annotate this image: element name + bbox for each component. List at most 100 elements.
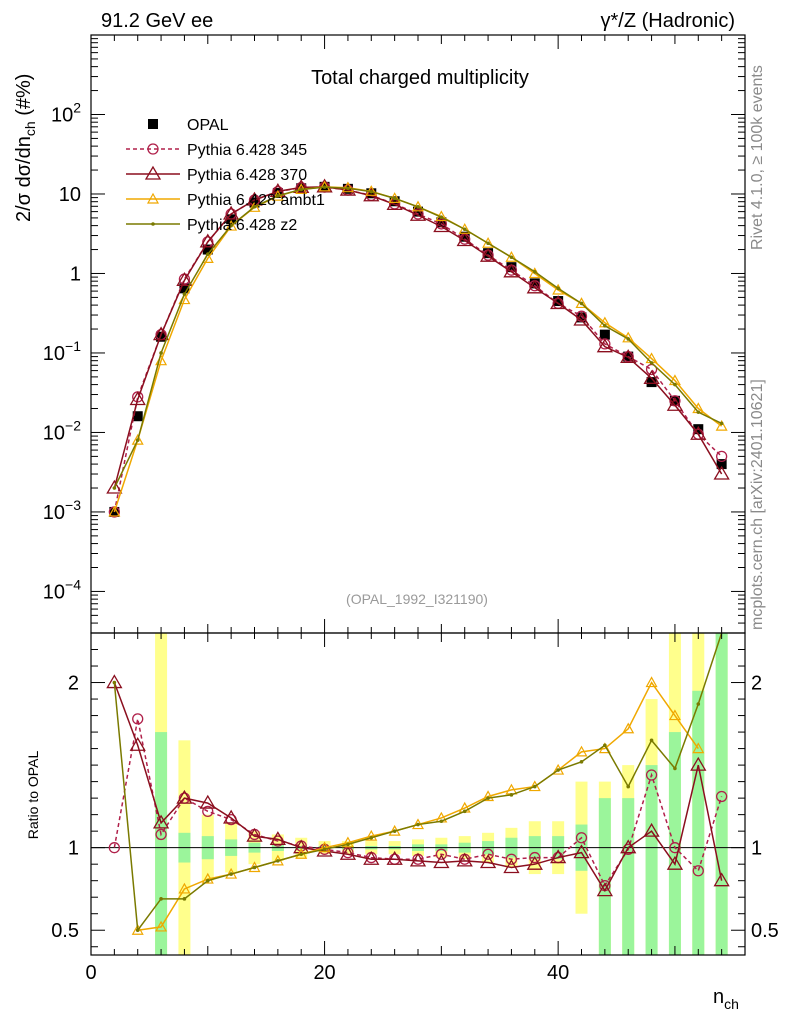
band-green-n44 bbox=[598, 798, 611, 955]
point-z2-n20 bbox=[322, 185, 327, 189]
legend-marker-z2 bbox=[151, 222, 155, 226]
point-z2-n12 bbox=[229, 223, 233, 228]
ratio-point-ambt1-n6 bbox=[155, 920, 168, 932]
line-ambt1 bbox=[113, 186, 723, 513]
point-p370-n42 bbox=[573, 311, 590, 326]
point-z2-n16 bbox=[276, 193, 280, 198]
legend-marker-opal bbox=[148, 119, 158, 129]
ratio-y-tick-label-right: 0.5 bbox=[751, 920, 779, 942]
ratio-point-p370-n14 bbox=[246, 827, 263, 842]
ratio-point-p345-n2 bbox=[108, 842, 121, 854]
ratio-point-p370-n22 bbox=[339, 845, 357, 860]
ratio-point-p370-n28 bbox=[409, 852, 427, 867]
ratio-point-ambt1-n8 bbox=[178, 882, 191, 894]
point-p370-n8 bbox=[176, 272, 193, 286]
ratio-point-ambt1-n50 bbox=[668, 709, 681, 721]
ratio-point-p370-n52 bbox=[690, 756, 707, 771]
line-p345 bbox=[113, 186, 723, 513]
ratio-line-ambt1 bbox=[137, 681, 699, 931]
ratio-uncertainty-bands bbox=[155, 633, 728, 955]
rivet-version-label: Rivet 4.1.0, ≥ 100k events bbox=[749, 65, 766, 250]
point-p370-n36 bbox=[503, 263, 520, 278]
ratio-point-z2-n32 bbox=[462, 809, 467, 814]
legend: OPAL Pythia 6.428 345 Pythia 6.428 370 Pyth… bbox=[126, 117, 325, 234]
point-p370-n48 bbox=[643, 370, 660, 384]
analysis-id-label: (OPAL_1992_I321190) bbox=[346, 591, 488, 607]
point-z2-n36 bbox=[509, 255, 514, 260]
ratio-point-ambt1-n34 bbox=[482, 790, 495, 802]
point-z2-n46 bbox=[626, 337, 631, 341]
ratio-point-p345-n34 bbox=[482, 848, 494, 860]
point-ambt1-n14 bbox=[248, 201, 261, 212]
point-ambt1-n36 bbox=[505, 251, 518, 262]
ratio-point-z2-n52 bbox=[696, 702, 701, 706]
band-green-n50 bbox=[668, 732, 681, 955]
point-z2-n28 bbox=[416, 204, 420, 209]
ratio-point-p370-n54 bbox=[713, 872, 730, 887]
legend-marker-ambt1 bbox=[146, 192, 160, 204]
ratio-point-p345-n48 bbox=[645, 769, 658, 781]
ratio-point-z2-n4 bbox=[135, 928, 140, 933]
x-tick-label: 20 bbox=[313, 962, 335, 984]
point-opal-n44 bbox=[599, 329, 610, 340]
ratio-panel-series bbox=[106, 632, 730, 935]
ratio-point-p345-n54 bbox=[715, 790, 728, 803]
x-axis-label: nch bbox=[713, 986, 739, 1012]
ratio-point-p370-n32 bbox=[456, 852, 473, 867]
header-left-label: 91.2 GeV ee bbox=[101, 10, 213, 32]
ratio-point-p345-n30 bbox=[435, 848, 448, 860]
ratio-point-z2-n18 bbox=[299, 852, 304, 857]
legend-label-p345: Pythia 6.428 345 bbox=[187, 142, 307, 159]
point-z2-n14 bbox=[252, 204, 257, 209]
point-opal-n26 bbox=[389, 196, 400, 207]
point-ambt1-n4 bbox=[131, 433, 144, 445]
ratio-point-z2-n42 bbox=[579, 760, 584, 764]
ratio-point-p345-n50 bbox=[669, 842, 681, 854]
legend-marker-p370 bbox=[144, 165, 162, 180]
ratio-point-p370-n34 bbox=[479, 854, 497, 869]
point-z2-n10 bbox=[205, 252, 210, 256]
ratio-point-p370-n38 bbox=[526, 855, 543, 870]
ratio-point-ambt1-n48 bbox=[645, 676, 658, 688]
point-p370-n30 bbox=[433, 218, 450, 233]
ratio-point-z2-n24 bbox=[369, 835, 374, 840]
ratio-point-p370-n8 bbox=[176, 789, 193, 804]
point-z2-n52 bbox=[696, 410, 701, 414]
ratio-point-p370-n4 bbox=[129, 736, 146, 751]
point-ambt1-n42 bbox=[575, 297, 588, 309]
legend-label-opal: OPAL bbox=[187, 117, 229, 134]
point-z2-n18 bbox=[299, 187, 304, 192]
point-z2-n26 bbox=[392, 196, 397, 201]
point-p370-n44 bbox=[596, 338, 613, 353]
point-opal-n30 bbox=[436, 217, 447, 228]
point-opal-n48 bbox=[646, 377, 657, 388]
ratio-point-z2-n38 bbox=[532, 784, 537, 789]
point-p370-n34 bbox=[479, 247, 497, 262]
y-tick-label: 10−1 bbox=[43, 338, 81, 365]
ratio-y-tick-label-left: 0.5 bbox=[51, 920, 79, 942]
ratio-point-z2-n48 bbox=[649, 738, 654, 743]
ratio-point-z2-n12 bbox=[229, 872, 233, 876]
ratio-point-z2-n28 bbox=[416, 822, 420, 827]
ratio-point-p370-n12 bbox=[223, 809, 240, 824]
point-z2-n40 bbox=[556, 286, 560, 291]
ratio-point-p345-n10 bbox=[202, 805, 214, 817]
ratio-y-tick-label-right: 1 bbox=[751, 838, 762, 860]
point-p370-n10 bbox=[199, 233, 216, 248]
ratio-point-z2-n6 bbox=[159, 897, 163, 901]
ratio-point-p370-n48 bbox=[643, 822, 660, 837]
ratio-point-p370-n50 bbox=[666, 855, 684, 870]
ratio-y-tick-label-right: 2 bbox=[751, 673, 762, 695]
point-z2-n8 bbox=[182, 292, 187, 296]
ratio-point-ambt1-n38 bbox=[528, 780, 541, 792]
point-z2-n50 bbox=[673, 382, 677, 387]
point-opal-n8 bbox=[179, 283, 190, 294]
ratio-point-ambt1-n4 bbox=[131, 923, 144, 935]
mcplots-label: mcplots.cern.ch [arXiv:2401.10621] bbox=[749, 379, 766, 630]
point-ambt1-n2 bbox=[108, 505, 121, 517]
point-opal-n38 bbox=[529, 278, 540, 289]
ratio-point-p370-n24 bbox=[363, 850, 380, 865]
ratio-point-ambt1-n42 bbox=[575, 745, 588, 757]
point-p370-n40 bbox=[550, 295, 567, 310]
point-z2-n24 bbox=[369, 189, 374, 194]
